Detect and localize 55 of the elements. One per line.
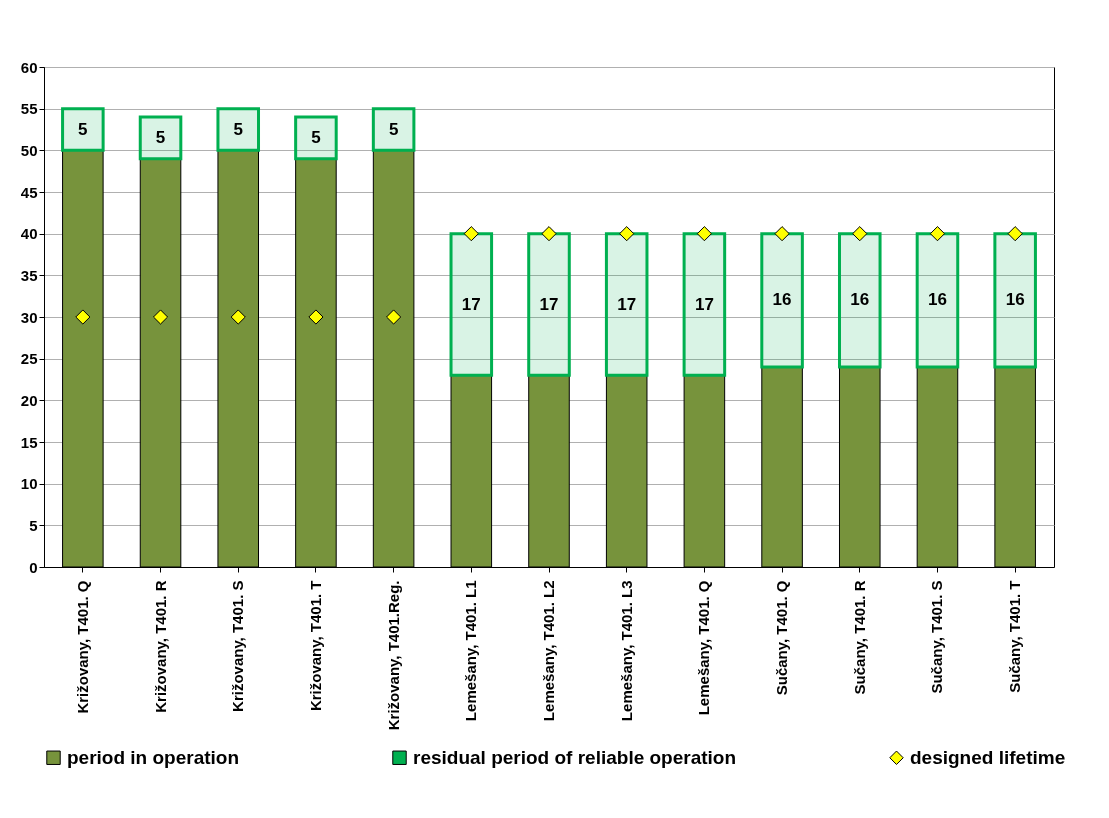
x-tick-label: Križovany, T401. Q <box>73 580 91 714</box>
bar <box>138 115 183 161</box>
y-tick-label: 50 <box>20 141 38 159</box>
y-tick-label: 20 <box>20 391 38 409</box>
data-label: 16 <box>772 290 792 310</box>
y-tick-label: 55 <box>20 100 38 118</box>
data-label: 17 <box>539 294 559 314</box>
data-label: 17 <box>461 294 481 314</box>
bar <box>371 107 416 152</box>
data-label: 17 <box>694 294 714 314</box>
x-tick-label: Lemešany, T401. L3 <box>617 580 635 722</box>
x-tick-label: Lemešany, T401. Q <box>695 580 713 716</box>
bar <box>61 107 105 152</box>
x-tick-label: Križovany, T401.Reg. <box>384 580 402 731</box>
y-tick-label: 0 <box>29 558 38 576</box>
data-label: 16 <box>928 290 947 310</box>
y-tick-label: 5 <box>29 516 38 534</box>
y-tick-label: 15 <box>20 433 38 451</box>
bar <box>837 232 882 369</box>
x-tick-label: Lemešany, T401. L2 <box>540 580 557 722</box>
bar <box>682 232 727 377</box>
data-label: 16 <box>850 290 870 310</box>
x-tick-label: Križovany, T401. R <box>151 580 169 713</box>
data-label: 5 <box>233 119 243 139</box>
data-label: 5 <box>388 119 399 139</box>
bar <box>604 232 649 377</box>
legend-label: period in operation <box>67 746 240 768</box>
data-label: 5 <box>78 119 88 139</box>
x-tick-label: Sučany, T401. R <box>850 580 868 695</box>
legend-label: designed lifetime <box>910 746 1066 768</box>
y-tick-label: 35 <box>20 266 38 284</box>
legend-label: residual period of reliable operation <box>413 746 737 768</box>
x-tick-label: Sučany, T401. Q <box>773 580 791 696</box>
bar <box>760 232 804 369</box>
x-tick-label: Križovany, T401. S <box>229 580 247 712</box>
bar <box>993 232 1037 369</box>
y-tick-label: 40 <box>20 225 38 243</box>
x-tick-label: Sučany, T401. T <box>1006 580 1024 693</box>
bar <box>216 107 261 152</box>
x-tick-label: Sučany, T401. S <box>928 580 946 694</box>
x-tick-label: Križovany, T401. T <box>306 580 324 712</box>
y-tick-label: 10 <box>20 475 38 493</box>
y-tick-label: 25 <box>20 350 38 368</box>
x-tick-label: Lemešany, T401. L1 <box>462 580 480 722</box>
bar <box>294 115 338 161</box>
bar <box>527 232 571 377</box>
data-label: 17 <box>617 294 637 314</box>
y-tick-label: 45 <box>20 183 38 201</box>
bar <box>915 232 960 369</box>
data-label: 5 <box>155 127 166 147</box>
bar <box>449 232 494 377</box>
y-tick-label: 30 <box>20 308 38 326</box>
data-label: 5 <box>311 127 321 147</box>
y-tick-label: 60 <box>20 58 38 76</box>
data-label: 16 <box>1005 290 1025 310</box>
